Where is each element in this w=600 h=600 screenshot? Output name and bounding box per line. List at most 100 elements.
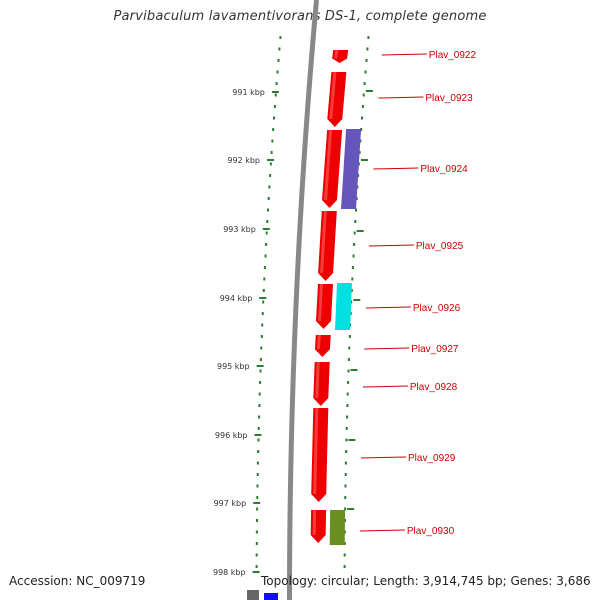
tick-dot bbox=[256, 461, 259, 465]
tick-dot bbox=[256, 473, 259, 476]
tick-dot bbox=[350, 289, 353, 292]
tick-dot bbox=[258, 415, 261, 419]
gene-label-leader bbox=[362, 385, 408, 388]
tick-dot bbox=[361, 105, 364, 108]
gene-label[interactable]: Plav_0928 bbox=[410, 382, 458, 393]
scale-label-layer: 991 kbp 992 kbp 993 kbp 994 kbp 995 kbp 996 k… bbox=[213, 88, 373, 577]
gene-arrow-plav-0930[interactable] bbox=[310, 510, 327, 543]
gene-arrow-plav-0923[interactable] bbox=[327, 72, 347, 127]
gene-label-leader bbox=[381, 53, 427, 56]
genome-title: Parvibaculum lavamentivorans DS-1, compl… bbox=[113, 9, 487, 24]
gene-label[interactable]: Plav_0924 bbox=[420, 164, 468, 175]
tick-dot bbox=[261, 312, 264, 315]
tick-dot bbox=[255, 542, 258, 545]
tick-dot bbox=[343, 553, 346, 557]
tick-dot bbox=[256, 507, 259, 511]
tick-dot bbox=[261, 323, 264, 327]
gene-arrow-highlight bbox=[318, 284, 323, 321]
tick-dot bbox=[345, 450, 348, 453]
gene-arrow-highlight bbox=[313, 408, 319, 494]
genome-backbone-line bbox=[287, 0, 319, 600]
gene-label[interactable]: Plav_0925 bbox=[416, 241, 464, 252]
gene-label[interactable]: Plav_0927 bbox=[411, 344, 459, 355]
gene-arrow-plav-0929[interactable] bbox=[311, 408, 329, 502]
tick-dot bbox=[363, 82, 366, 85]
tick-dot bbox=[357, 162, 360, 166]
tick-dot bbox=[352, 254, 355, 258]
gene-arrow-plav-0926[interactable] bbox=[316, 284, 333, 329]
tick-dot bbox=[264, 254, 267, 258]
tick-dot bbox=[259, 381, 262, 384]
gene-track bbox=[310, 50, 349, 543]
tick-dot bbox=[351, 266, 354, 269]
tick-dot bbox=[274, 93, 277, 97]
tick-dot bbox=[259, 369, 262, 373]
tick-dot bbox=[344, 519, 346, 522]
major-tick bbox=[252, 571, 260, 573]
gene-arrow-plav-0928[interactable] bbox=[313, 362, 330, 406]
major-tick bbox=[267, 159, 274, 161]
tick-dot bbox=[355, 208, 357, 212]
tick-dot bbox=[345, 438, 348, 442]
tick-dot bbox=[263, 266, 266, 269]
tick-dot bbox=[267, 197, 270, 200]
tick-dot bbox=[360, 128, 363, 131]
cyan-feature[interactable] bbox=[335, 283, 352, 330]
gene-arrow-highlight bbox=[312, 510, 317, 535]
gene-arrow-highlight bbox=[329, 72, 337, 119]
major-tick bbox=[353, 299, 361, 301]
gene-arrow-plav-0924[interactable] bbox=[322, 130, 343, 208]
tick-dot bbox=[344, 496, 347, 499]
tick-dot bbox=[344, 473, 347, 476]
tick-dot bbox=[350, 300, 353, 304]
tick-dot bbox=[277, 59, 280, 62]
scale-label: 998 kbp bbox=[213, 568, 246, 577]
tick-dot bbox=[265, 243, 268, 246]
tick-dot bbox=[346, 404, 349, 407]
gene-arrow-highlight bbox=[320, 211, 327, 273]
gene-label[interactable]: Plav_0926 bbox=[413, 303, 461, 314]
gene-label-leader bbox=[373, 167, 419, 170]
scale-label: 992 kbp bbox=[227, 156, 260, 165]
feature-track bbox=[247, 129, 362, 600]
tick-dot bbox=[364, 70, 367, 74]
tick-dot bbox=[366, 47, 369, 51]
gene-label-leader bbox=[364, 347, 410, 350]
gene-label-leader bbox=[368, 244, 414, 247]
scale-label: 996 kbp bbox=[215, 431, 248, 440]
major-tick bbox=[356, 230, 364, 232]
gene-arrow-plav-0927[interactable] bbox=[314, 335, 331, 357]
tick-dot bbox=[262, 289, 265, 292]
tick-dot bbox=[269, 174, 272, 177]
olive-feature[interactable] bbox=[329, 510, 346, 545]
gene-label[interactable]: Plav_0922 bbox=[429, 50, 477, 61]
tick-dot bbox=[365, 59, 368, 62]
gene-arrow-body bbox=[313, 362, 330, 406]
gene-label[interactable]: Plav_0930 bbox=[407, 526, 455, 537]
tick-dot bbox=[353, 243, 356, 246]
tick-dot bbox=[255, 530, 258, 534]
tick-dot bbox=[347, 369, 350, 373]
bottom-grey-feature[interactable] bbox=[247, 590, 259, 600]
tick-dot bbox=[361, 116, 363, 120]
tick-dot bbox=[272, 128, 275, 131]
bottom-feature[interactable] bbox=[264, 593, 278, 600]
major-tick bbox=[361, 159, 368, 161]
tick-dot bbox=[353, 231, 356, 235]
gene-arrow-plav-0922[interactable] bbox=[332, 50, 349, 63]
gene-arrow-highlight bbox=[334, 50, 339, 59]
major-tick bbox=[348, 439, 356, 441]
blue-feature[interactable] bbox=[341, 129, 362, 209]
tick-dot bbox=[344, 461, 347, 465]
tick-dot bbox=[266, 220, 269, 223]
major-tick bbox=[365, 90, 373, 92]
gene-label[interactable]: Plav_0929 bbox=[408, 453, 456, 464]
tick-dot bbox=[260, 346, 263, 350]
tick-dot bbox=[257, 427, 260, 430]
gene-label[interactable]: Plav_0923 bbox=[425, 93, 473, 104]
tick-dot bbox=[257, 450, 260, 453]
major-tick bbox=[259, 297, 267, 299]
tick-dot bbox=[262, 300, 265, 304]
tick-dot bbox=[348, 346, 351, 350]
gene-arrow-plav-0925[interactable] bbox=[318, 211, 337, 281]
